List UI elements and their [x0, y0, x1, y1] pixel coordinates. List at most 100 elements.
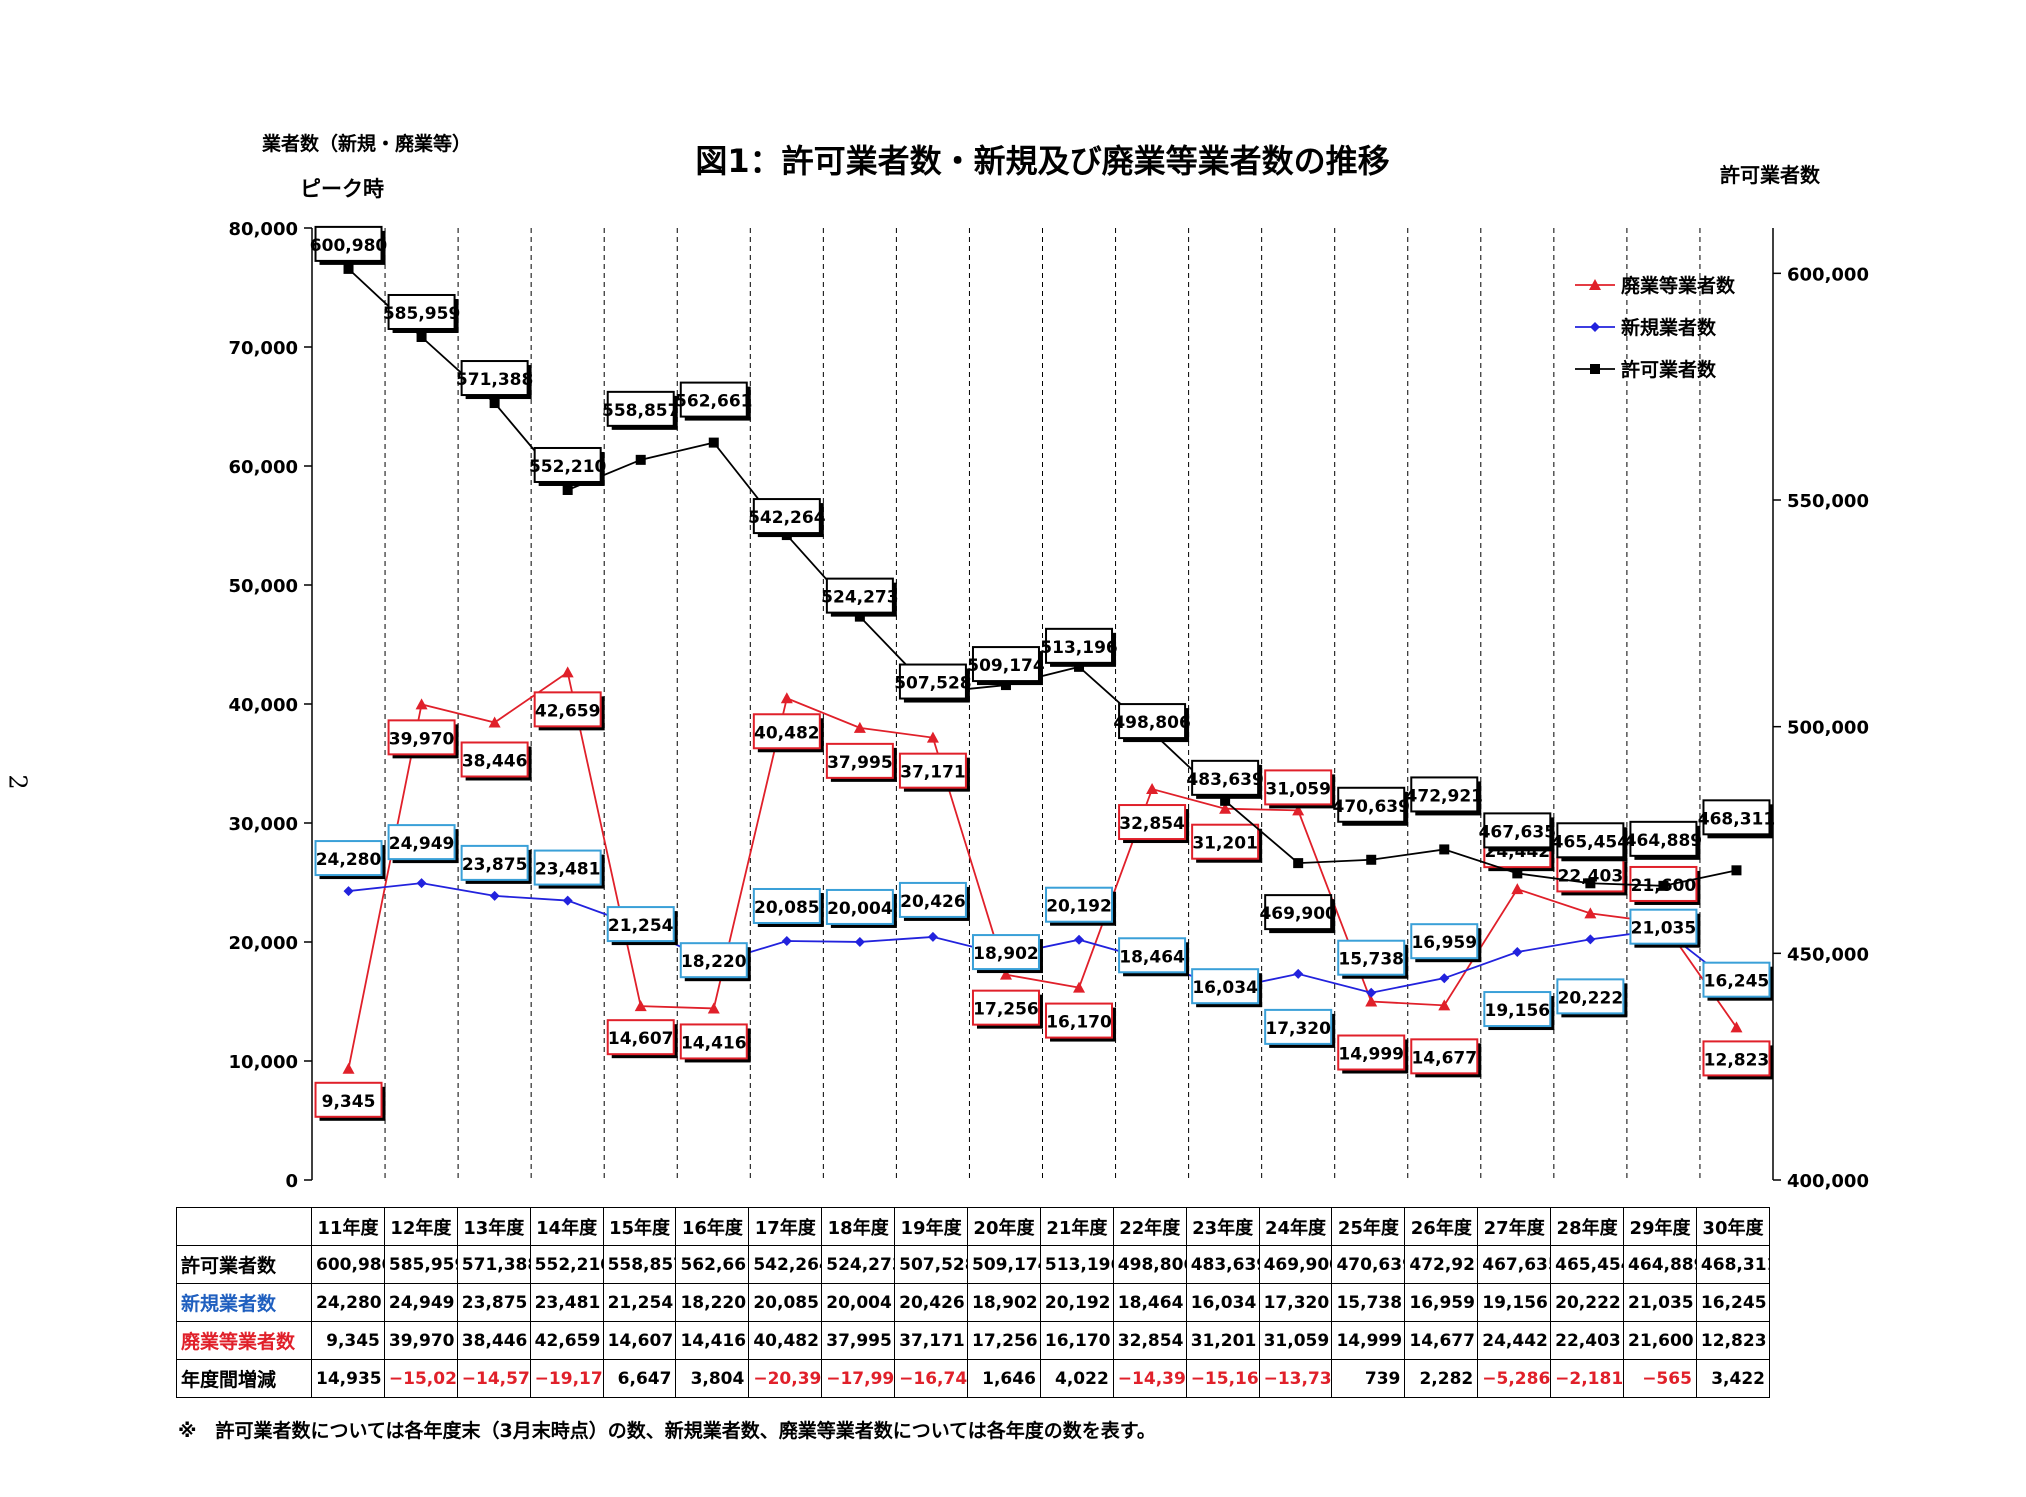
legend-marker — [1590, 364, 1600, 374]
table-cell: 498,806 — [1112, 1245, 1187, 1284]
data-label: 18,464 — [1119, 947, 1185, 967]
table-cell: −19,178 — [529, 1359, 604, 1398]
data-label: 552,210 — [529, 457, 607, 477]
table-cell: 24,949 — [383, 1283, 458, 1322]
table-row-label: 廃業等業者数 — [176, 1321, 312, 1360]
table-cell: 24,280 — [311, 1283, 385, 1322]
label-box — [1045, 627, 1114, 664]
table-cell: 20,222 — [1550, 1283, 1625, 1322]
table-cell: 9,345 — [311, 1321, 385, 1360]
point-marker — [1585, 878, 1596, 889]
table-cell: 37,995 — [821, 1321, 896, 1360]
label-box — [825, 742, 894, 779]
table-header-cell: 24年度 — [1258, 1207, 1333, 1246]
point-marker — [1292, 804, 1305, 816]
label-box — [460, 741, 529, 778]
label-box — [971, 934, 1040, 971]
label-box — [1702, 1040, 1771, 1077]
legend-label: 廃業等業者数 — [1621, 274, 1736, 297]
label-box — [679, 942, 748, 979]
label-box — [533, 849, 602, 886]
table-cell: −14,390 — [1112, 1359, 1187, 1398]
right-tick-label: 500,000 — [1787, 718, 1869, 739]
data-label: 14,607 — [608, 1029, 674, 1049]
data-label: 468,311 — [1698, 809, 1775, 829]
label-box — [606, 390, 675, 427]
table-cell: 571,388 — [456, 1245, 531, 1284]
data-label: 39,970 — [389, 729, 455, 749]
left-tick-label: 70,000 — [229, 338, 298, 359]
data-label: 38,446 — [462, 751, 528, 771]
table-cell: 464,889 — [1623, 1245, 1697, 1284]
data-label: 469,900 — [1259, 904, 1337, 924]
data-label: 464,889 — [1625, 831, 1702, 851]
data-label: 16,245 — [1704, 972, 1770, 992]
table-cell: −20,397 — [748, 1359, 823, 1398]
label-box — [314, 1081, 383, 1118]
point-marker — [1731, 865, 1742, 876]
point-marker — [781, 935, 792, 946]
label-box — [1410, 923, 1479, 960]
label-box — [1337, 786, 1406, 823]
label-box — [1045, 1002, 1114, 1039]
table-header-cell: 25年度 — [1331, 1207, 1406, 1246]
point-marker — [415, 698, 428, 710]
table-cell: −17,991 — [821, 1359, 896, 1398]
data-label: 17,320 — [1265, 1019, 1331, 1039]
point-marker — [853, 721, 866, 733]
table-cell: −14,571 — [456, 1359, 531, 1398]
table-row-label: 許可業者数 — [176, 1245, 312, 1284]
label-box — [971, 989, 1040, 1026]
point-marker — [1146, 783, 1159, 795]
label-box — [1410, 776, 1479, 813]
point-marker — [780, 692, 793, 704]
table-cell: 37,171 — [894, 1321, 969, 1360]
data-label: 558,857 — [602, 401, 679, 421]
table-cell: 42,659 — [529, 1321, 604, 1360]
table-cell: 3,804 — [675, 1359, 750, 1398]
table-cell: 16,959 — [1404, 1283, 1479, 1322]
footnote: ※ 許可業者数については各年度末（3月末時点）の数、新規業者数、廃業等業者数につ… — [178, 1420, 1156, 1442]
table-header-cell: 23年度 — [1185, 1207, 1260, 1246]
point-marker — [1511, 883, 1524, 895]
point-marker — [999, 968, 1012, 980]
table-header-cell: 11年度 — [311, 1207, 385, 1246]
table-cell: 14,677 — [1404, 1321, 1479, 1360]
label-box — [387, 824, 456, 861]
table-cell: 4,022 — [1039, 1359, 1114, 1398]
data-label: 23,875 — [462, 855, 528, 875]
left-tick-label: 50,000 — [229, 576, 298, 597]
table-header-cell: 30年度 — [1695, 1207, 1771, 1246]
point-marker — [416, 878, 427, 889]
point-marker — [1366, 987, 1377, 998]
point-marker — [1512, 947, 1523, 958]
label-box — [752, 713, 821, 750]
label-box — [1264, 1008, 1333, 1045]
table-cell: 14,607 — [602, 1321, 677, 1360]
table-cell: 1,646 — [967, 1359, 1041, 1398]
table-cell: 20,426 — [894, 1283, 969, 1322]
data-label: 12,823 — [1704, 1050, 1770, 1070]
label-box — [1118, 804, 1187, 841]
data-label: 24,280 — [316, 850, 382, 870]
table-cell: 509,174 — [967, 1245, 1041, 1284]
label-box — [1118, 937, 1187, 974]
label-box — [1337, 939, 1406, 976]
label-box — [825, 888, 894, 925]
chart: 0 10,000 20,000 30,000 40,000 50,000 60,000 70,… — [229, 132, 1869, 1192]
table-cell: 20,192 — [1039, 1283, 1114, 1322]
table-cell: −565 — [1623, 1359, 1697, 1398]
table-cell: 469,900 — [1258, 1245, 1333, 1284]
point-marker — [634, 1000, 647, 1012]
label-box — [752, 887, 821, 924]
data-label: 18,902 — [973, 944, 1039, 964]
point-marker — [1293, 858, 1304, 869]
label-box — [314, 840, 383, 877]
table-row: 廃業等業者数 9,345 39,970 38,446 42,659 14,607 14,41… — [176, 1321, 1771, 1360]
data-table: 11年度 12年度 13年度 14年度 15年度 16年度 17年度 18年度 19年度 20年度… — [176, 1207, 1771, 1398]
label-box — [1629, 820, 1698, 857]
table-cell: 16,170 — [1039, 1321, 1114, 1360]
peak-label: ピーク時 — [300, 177, 384, 201]
label-box — [1191, 968, 1260, 1005]
label-box — [898, 663, 967, 700]
